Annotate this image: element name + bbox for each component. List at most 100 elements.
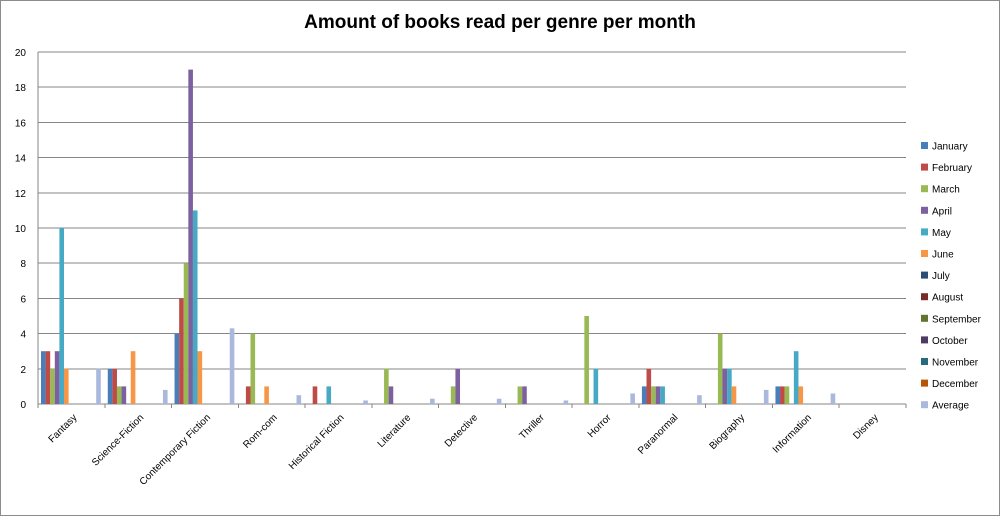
bar	[522, 386, 527, 404]
y-tick-label: 20	[15, 48, 27, 59]
bar	[727, 368, 732, 404]
bar	[250, 333, 256, 404]
legend-label: September	[932, 314, 982, 325]
bar	[45, 351, 51, 404]
legend-label: April	[932, 206, 952, 217]
bar	[830, 393, 836, 404]
legend-label: March	[932, 185, 960, 196]
y-tick-label: 18	[15, 83, 27, 94]
bar	[660, 386, 665, 404]
x-tick-label: Biography	[708, 412, 748, 452]
legend-label: June	[932, 250, 954, 261]
bar	[775, 386, 781, 404]
y-tick-label: 12	[15, 189, 27, 200]
x-tick-label: Fantasy	[47, 412, 80, 445]
bar	[96, 368, 101, 404]
x-tick-label: Literature	[376, 412, 414, 450]
bar	[188, 69, 193, 404]
y-tick-label: 2	[20, 365, 26, 376]
bar	[584, 316, 589, 404]
bar	[722, 368, 728, 404]
bar	[197, 351, 203, 404]
bar	[296, 395, 302, 404]
bar	[430, 398, 435, 404]
bar	[41, 351, 46, 404]
y-tick-label: 6	[20, 294, 26, 305]
bar	[183, 263, 189, 404]
bar	[655, 386, 661, 404]
legend-label: January	[932, 142, 968, 153]
x-tick-label: Detective	[443, 412, 481, 450]
bar	[59, 228, 64, 404]
bar	[162, 389, 168, 404]
bar	[593, 368, 599, 404]
x-tick-label: Paranormal	[636, 412, 680, 456]
bar	[107, 368, 113, 404]
legend-label: Average	[932, 401, 970, 412]
legend-label: February	[932, 163, 972, 174]
x-tick-label: Rom-com	[241, 412, 279, 450]
bar	[174, 333, 180, 404]
y-tick-label: 4	[20, 330, 26, 341]
legend-swatch	[921, 379, 928, 387]
legend-label: October	[932, 336, 968, 347]
legend-label: December	[932, 379, 979, 390]
bar	[64, 368, 69, 404]
bar	[245, 386, 251, 404]
bar	[112, 368, 117, 404]
x-tick-label: Information	[771, 412, 814, 455]
y-tick-label: 14	[15, 154, 27, 165]
legend-swatch	[921, 185, 928, 193]
bar	[798, 386, 804, 404]
bar	[192, 210, 198, 404]
bar	[326, 386, 332, 404]
legend-swatch	[921, 336, 928, 344]
legend-swatch	[921, 206, 928, 214]
bar	[780, 386, 785, 404]
bar	[54, 351, 60, 404]
legend-swatch	[921, 314, 928, 322]
x-tick-label: Horror	[586, 412, 614, 440]
x-tick-label: Thriller	[518, 412, 548, 442]
bar	[651, 386, 656, 404]
x-tick-label: Science-Fiction	[90, 412, 146, 468]
legend-swatch	[921, 142, 928, 149]
legend-label: May	[932, 228, 951, 239]
legend-label: July	[932, 271, 950, 282]
bar	[563, 400, 569, 404]
bar	[763, 389, 769, 404]
x-tick-label: Disney	[851, 412, 880, 441]
bar	[793, 351, 799, 404]
bar	[121, 386, 127, 404]
bar	[130, 351, 136, 404]
bar	[455, 368, 461, 404]
legend-swatch	[921, 271, 928, 279]
y-tick-label: 10	[15, 224, 27, 235]
bar	[50, 368, 55, 404]
bar	[363, 400, 368, 404]
x-tick-label: Historical Fiction	[287, 412, 347, 472]
legend-swatch	[921, 358, 928, 365]
chart-title: Amount of books read per genre per month	[304, 12, 696, 33]
legend-swatch	[921, 228, 928, 236]
bar	[641, 386, 647, 404]
bar	[450, 386, 456, 404]
y-tick-label: 16	[15, 118, 27, 129]
bar	[264, 386, 269, 404]
legend-label: November	[932, 358, 979, 369]
bar	[697, 395, 702, 404]
bar	[717, 333, 723, 404]
bar	[312, 386, 318, 404]
legend-label: August	[932, 293, 963, 304]
bar	[731, 386, 737, 404]
bar	[179, 298, 184, 404]
bar	[229, 328, 235, 404]
legend-swatch	[921, 401, 928, 409]
x-tick-label: Contemporary Fiction	[138, 412, 213, 487]
legend-swatch	[921, 293, 928, 301]
bar	[517, 386, 523, 404]
legend-swatch	[921, 163, 928, 171]
bar	[116, 386, 122, 404]
